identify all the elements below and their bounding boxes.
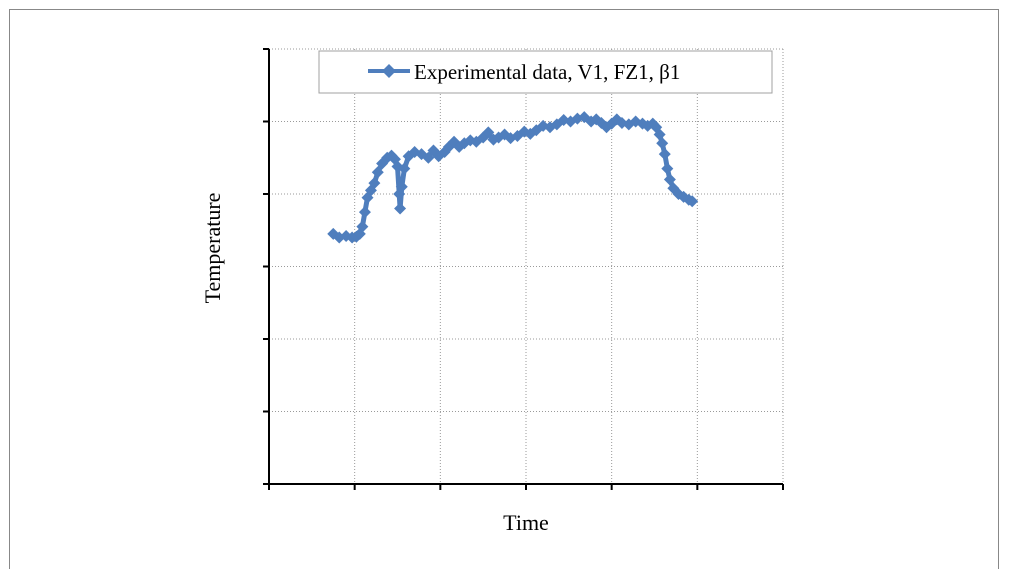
data-point: [398, 162, 411, 175]
data-point: [653, 128, 666, 141]
data-point: [371, 166, 384, 179]
data-point: [356, 220, 369, 233]
data-point: [482, 126, 495, 139]
data-point: [368, 177, 381, 190]
y-axis-title: Temperature: [200, 193, 225, 304]
x-axis-title: Time: [503, 510, 549, 535]
data-point: [504, 132, 517, 145]
series-layer: [327, 111, 699, 244]
data-point: [394, 202, 407, 215]
chart-frame: [9, 9, 999, 569]
legend-series-label: Experimental data, V1, FZ1, β1: [414, 60, 680, 84]
axes-layer: [263, 48, 784, 490]
legend-series-marker: [382, 64, 396, 78]
data-point: [395, 180, 408, 193]
data-point: [658, 148, 671, 161]
legend: Experimental data, V1, FZ1, β1: [318, 50, 773, 94]
data-point: [358, 206, 371, 219]
data-point: [422, 151, 435, 164]
data-point: [656, 137, 669, 150]
data-point: [686, 195, 699, 208]
data-point: [663, 173, 676, 186]
data-point: [661, 162, 674, 175]
grid-layer: [269, 48, 784, 484]
data-point: [537, 119, 550, 132]
